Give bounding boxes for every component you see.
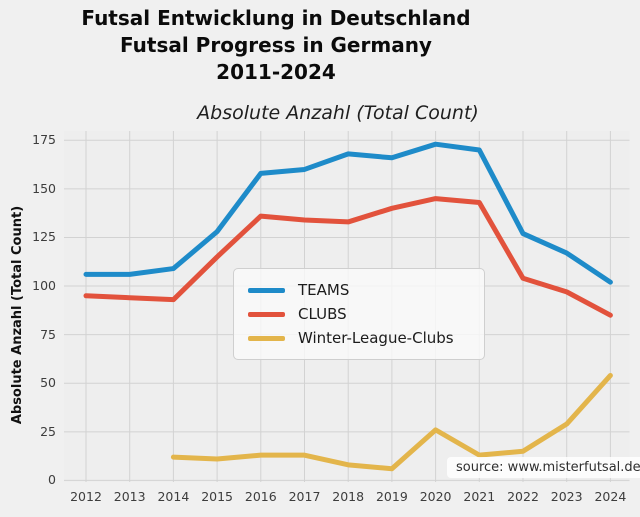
chart-title-line2: Futsal Progress in Germany — [120, 33, 432, 57]
chart-subtitle: Absolute Anzahl (Total Count) — [197, 102, 479, 124]
legend-item-clubs: CLUBS — [248, 302, 470, 326]
y-tick-label: 150 — [32, 180, 56, 196]
winter-league-clubs-line-swatch — [248, 335, 285, 341]
x-tick-label: 2024 — [594, 489, 627, 504]
x-tick-label: 2012 — [70, 489, 102, 504]
x-tick-label: 2013 — [113, 489, 146, 504]
chart-title: Futsal Entwicklung in Deutschland Futsal… — [0, 5, 552, 86]
x-tick-label: 2023 — [550, 489, 583, 504]
x-tick-label: 2021 — [463, 489, 496, 504]
y-tick-label: 100 — [32, 278, 56, 294]
x-tick-label: 2014 — [157, 489, 190, 504]
x-tick-label: 2017 — [288, 489, 321, 504]
source-credit: source: www.misterfutsal.de — [447, 457, 640, 478]
legend: TEAMS CLUBS Winter-League-Clubs — [233, 268, 485, 360]
chart-title-line3: 2011-2024 — [216, 60, 336, 84]
x-tick-label: 2016 — [244, 489, 277, 504]
legend-item-winter-league-clubs: Winter-League-Clubs — [248, 326, 470, 350]
y-tick-label: 175 — [32, 132, 56, 148]
y-tick-label: 125 — [32, 229, 56, 245]
x-tick-label: 2019 — [375, 489, 408, 504]
y-tick-label: 0 — [48, 472, 56, 488]
y-axis-ticks: 0 25 50 75 100 125 150 175 — [0, 0, 60, 517]
x-tick-label: 2020 — [419, 489, 452, 504]
y-tick-label: 25 — [40, 423, 56, 439]
x-tick-label: 2022 — [507, 489, 539, 504]
legend-label-teams: TEAMS — [298, 281, 350, 299]
legend-label-winter-league-clubs: Winter-League-Clubs — [298, 329, 454, 347]
chart-title-line1: Futsal Entwicklung in Deutschland — [81, 6, 471, 30]
y-tick-label: 50 — [40, 375, 56, 391]
clubs-line-swatch — [248, 311, 285, 317]
teams-line-swatch — [248, 287, 285, 293]
x-axis-ticks: 2012 2013 2014 2015 2016 2017 2018 2019 2020 2021… — [0, 489, 640, 505]
x-tick-label: 2015 — [201, 489, 233, 504]
x-tick-label: 2018 — [332, 489, 365, 504]
legend-label-clubs: CLUBS — [298, 305, 347, 323]
y-tick-label: 75 — [40, 326, 56, 342]
legend-item-teams: TEAMS — [248, 278, 470, 302]
